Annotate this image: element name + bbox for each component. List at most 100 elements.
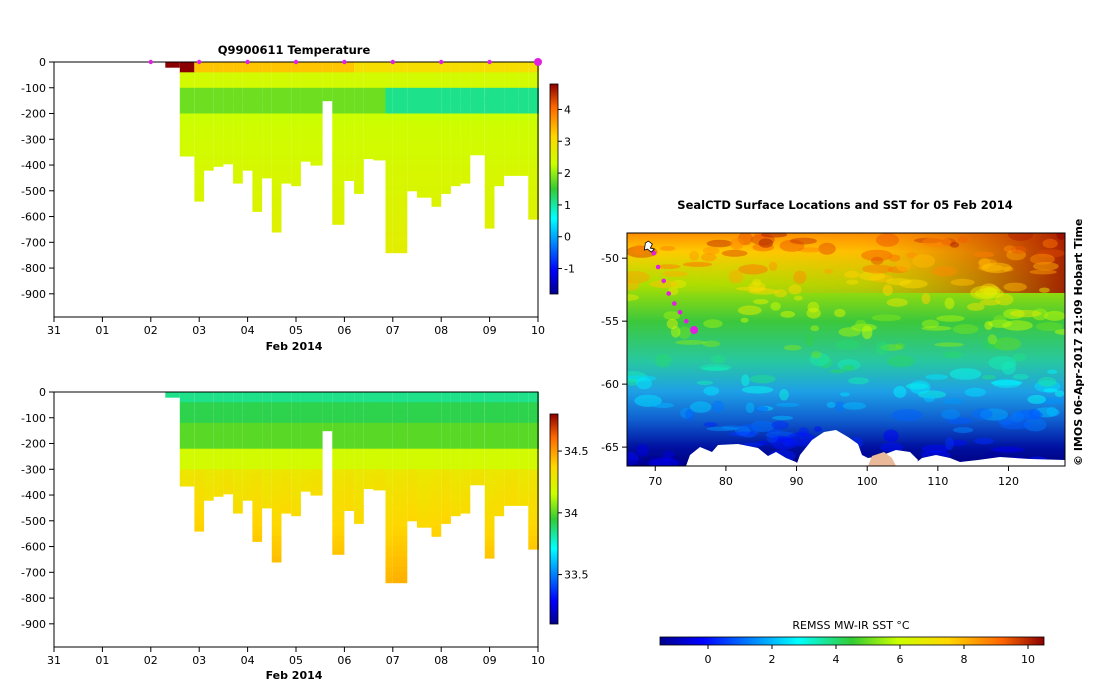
salinity-profile bbox=[441, 392, 451, 524]
temperature-cell bbox=[213, 72, 224, 78]
sst-texture-patch bbox=[760, 233, 788, 238]
sst-texture-patch bbox=[663, 311, 681, 321]
temperature-cell bbox=[165, 62, 180, 68]
salinity-profile bbox=[407, 392, 417, 522]
temperature-cell bbox=[528, 72, 538, 78]
salinity-cell bbox=[194, 397, 205, 403]
temperature-cell bbox=[281, 129, 292, 135]
sst-texture-patch bbox=[768, 261, 778, 271]
temperature-cell bbox=[392, 113, 408, 120]
salinity-cell bbox=[332, 479, 345, 486]
temperature-cell bbox=[344, 92, 355, 99]
salinity-cell bbox=[281, 464, 292, 470]
temperature-cell bbox=[332, 159, 345, 166]
temperature-cell bbox=[385, 62, 393, 68]
salinity-cell bbox=[441, 505, 451, 511]
salinity-x-tick-label: 08 bbox=[434, 654, 448, 667]
temperature-cell bbox=[460, 165, 471, 171]
salinity-cell bbox=[470, 443, 485, 450]
salinity-cell bbox=[385, 577, 393, 584]
temperature-profile bbox=[179, 62, 195, 157]
salinity-cell bbox=[233, 500, 243, 506]
temperature-cell bbox=[281, 159, 292, 166]
sst-texture-patch bbox=[1047, 369, 1058, 374]
salinity-cell bbox=[518, 402, 529, 408]
temperature-profile bbox=[373, 62, 386, 161]
salinity-cell bbox=[223, 469, 234, 475]
temperature-profile bbox=[165, 62, 180, 68]
salinity-cell bbox=[528, 536, 538, 542]
temperature-cell bbox=[392, 211, 408, 218]
salinity-cell bbox=[213, 448, 224, 455]
salinity-cell bbox=[242, 407, 253, 414]
temperature-cell bbox=[385, 206, 393, 212]
salinity-cell bbox=[363, 443, 374, 450]
temperature-cell bbox=[332, 221, 345, 225]
temperature-cell bbox=[385, 159, 393, 166]
temperature-cell bbox=[194, 149, 205, 156]
salinity-cell bbox=[213, 495, 224, 497]
salinity-cell bbox=[494, 407, 505, 414]
salinity-cell bbox=[252, 438, 263, 445]
temperature-cell bbox=[281, 134, 292, 140]
salinity-cell bbox=[494, 412, 505, 419]
temperature-cell bbox=[431, 113, 442, 120]
sst-colorbar-tick-label: 10 bbox=[1021, 653, 1035, 666]
salinity-cell bbox=[431, 515, 442, 522]
salinity-profile bbox=[322, 392, 333, 432]
salinity-cell bbox=[460, 484, 471, 491]
salinity-cell bbox=[450, 443, 461, 450]
salinity-cell bbox=[417, 489, 432, 496]
salinity-cell bbox=[385, 422, 393, 429]
salinity-cell bbox=[528, 489, 538, 496]
temperature-cell bbox=[291, 82, 301, 89]
temperature-cell bbox=[392, 72, 408, 78]
salinity-cell bbox=[494, 495, 505, 501]
temperature-cell bbox=[252, 67, 263, 73]
sst-texture-patch bbox=[835, 401, 845, 412]
temperature-cell bbox=[460, 144, 471, 151]
salinity-cell bbox=[363, 422, 374, 429]
temperature-cell bbox=[417, 180, 432, 187]
temperature-cell bbox=[179, 134, 195, 140]
salinity-cell bbox=[271, 412, 282, 419]
temperature-cell bbox=[392, 77, 408, 84]
temperature-cell bbox=[262, 149, 272, 156]
temperature-cell bbox=[194, 175, 205, 181]
temperature-cell bbox=[332, 113, 345, 120]
sst-texture-patch bbox=[1003, 282, 1027, 292]
sst-texture-patch bbox=[953, 427, 974, 433]
salinity-cell bbox=[281, 412, 292, 419]
salinity-cell bbox=[262, 453, 272, 460]
salinity-cell bbox=[252, 484, 263, 491]
salinity-cell bbox=[373, 459, 386, 465]
temperature-cell bbox=[441, 129, 451, 135]
temperature-cell bbox=[385, 103, 393, 109]
temperature-cell bbox=[363, 134, 374, 140]
sst-texture-patch bbox=[848, 377, 870, 385]
temperature-cell bbox=[242, 108, 253, 115]
temperature-cell bbox=[233, 165, 243, 171]
salinity-cell bbox=[518, 422, 529, 429]
salinity-cell bbox=[242, 428, 253, 434]
salinity-cell bbox=[392, 443, 408, 450]
salinity-cell bbox=[373, 448, 386, 455]
temperature-profile bbox=[271, 62, 282, 233]
salinity-cell bbox=[528, 500, 538, 506]
salinity-cell bbox=[373, 392, 386, 398]
salinity-cell bbox=[431, 510, 442, 517]
salinity-cell bbox=[223, 464, 234, 470]
sst-texture-patch bbox=[993, 337, 1022, 351]
salinity-cell bbox=[252, 464, 263, 470]
temperature-cell bbox=[392, 206, 408, 212]
sst-texture-patch bbox=[793, 270, 807, 284]
temperature-cell bbox=[441, 72, 451, 78]
map-y-tick-label: -65 bbox=[601, 441, 619, 454]
salinity-cell bbox=[291, 438, 301, 445]
salinity-cell bbox=[354, 407, 364, 414]
temperature-profile bbox=[385, 62, 393, 254]
salinity-cell bbox=[392, 495, 408, 501]
temperature-cell bbox=[300, 108, 311, 115]
temperature-cell bbox=[518, 113, 529, 120]
